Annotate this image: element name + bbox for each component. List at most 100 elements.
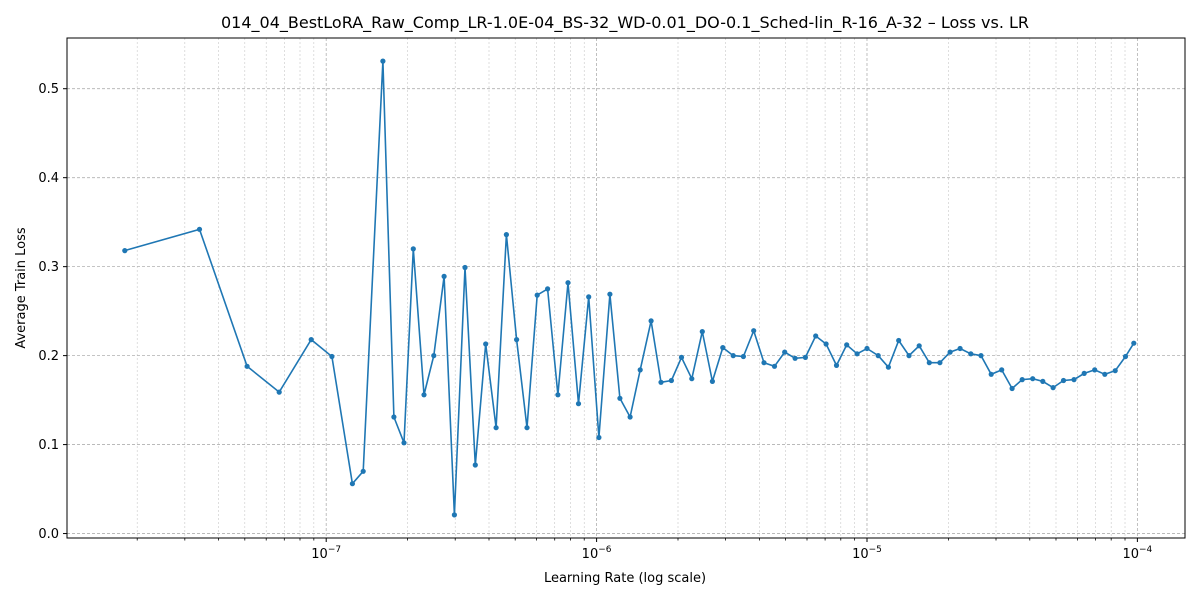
x-axis-label: Learning Rate (log scale) xyxy=(544,571,706,586)
data-point xyxy=(1060,377,1067,384)
data-point xyxy=(391,414,397,420)
y-tick-label: 0.2 xyxy=(38,349,59,364)
data-point xyxy=(916,343,922,349)
data-point xyxy=(854,351,860,357)
data-point xyxy=(276,389,282,395)
x-tick-label-exponent: −4 xyxy=(1139,545,1153,555)
data-point xyxy=(617,395,623,401)
data-point xyxy=(555,392,561,398)
data-point xyxy=(668,377,675,384)
data-point xyxy=(360,468,366,474)
x-tick-label: 10−4 xyxy=(1122,545,1152,562)
data-point xyxy=(947,349,953,355)
data-point xyxy=(699,329,705,335)
data-point xyxy=(1050,385,1056,391)
data-point xyxy=(401,440,407,446)
data-point xyxy=(575,401,582,407)
y-axis-ticks: 0.0 0.1 0.2 0.3 0.4 0.5 xyxy=(38,82,67,542)
data-point xyxy=(833,362,840,368)
data-point xyxy=(451,512,457,518)
data-point xyxy=(926,360,932,366)
data-point xyxy=(813,333,819,339)
data-point xyxy=(1102,371,1108,377)
data-point xyxy=(844,342,850,348)
data-point xyxy=(596,434,602,441)
data-point xyxy=(885,364,892,370)
data-point xyxy=(410,246,416,252)
x-tick-label-base: 10 xyxy=(852,547,869,562)
y-tick-label: 0.3 xyxy=(38,260,59,275)
data-point xyxy=(1112,368,1118,374)
data-point xyxy=(937,360,943,366)
data-point xyxy=(802,354,809,360)
x-tick-label: 10−6 xyxy=(582,545,612,562)
data-point xyxy=(586,294,592,300)
data-point xyxy=(1092,367,1098,373)
data-point xyxy=(875,353,881,359)
data-point xyxy=(329,353,335,360)
data-point xyxy=(380,58,386,64)
data-point xyxy=(524,425,530,431)
data-point xyxy=(1040,378,1046,384)
data-point xyxy=(534,292,540,298)
y-tick-label: 0.1 xyxy=(38,438,59,453)
data-point xyxy=(678,354,685,360)
x-tick-label: 10−5 xyxy=(852,545,882,562)
chart-title: 014_04_BestLoRA_Raw_Comp_LR-1.0E-04_BS-3… xyxy=(221,13,1029,33)
data-point xyxy=(627,414,633,420)
x-tick-label-exponent: −5 xyxy=(869,545,882,555)
data-point xyxy=(514,337,520,343)
data-point xyxy=(771,363,778,369)
data-point xyxy=(421,392,427,398)
data-point xyxy=(648,318,654,324)
data-point xyxy=(658,379,664,385)
y-tick-label: 0.5 xyxy=(38,82,59,97)
data-point xyxy=(493,425,499,431)
data-point xyxy=(761,360,767,366)
data-point xyxy=(244,363,250,369)
data-point xyxy=(1030,376,1036,382)
plot-frame xyxy=(66,37,1186,539)
y-tick-label: 0.4 xyxy=(38,171,59,186)
data-point xyxy=(1081,370,1087,376)
data-point xyxy=(441,273,447,279)
x-tick-label-exponent: −7 xyxy=(328,545,341,555)
data-point xyxy=(864,345,870,352)
data-point xyxy=(431,353,437,359)
data-point xyxy=(349,481,355,487)
data-point xyxy=(720,345,726,351)
data-point xyxy=(823,341,829,347)
plot-series xyxy=(122,58,1137,518)
data-point xyxy=(1071,377,1077,383)
data-point xyxy=(1019,377,1025,383)
data-point xyxy=(565,280,571,286)
data-point xyxy=(999,367,1005,373)
x-tick-label-base: 10 xyxy=(311,547,328,562)
data-point xyxy=(637,367,643,373)
y-tick-label: 0.0 xyxy=(38,527,59,542)
x-tick-label-base: 10 xyxy=(582,547,599,562)
data-point xyxy=(1009,385,1015,392)
data-point xyxy=(896,337,902,344)
data-point xyxy=(957,345,963,352)
data-point xyxy=(782,349,788,355)
data-point xyxy=(545,286,551,292)
series-line xyxy=(124,61,1135,515)
data-point xyxy=(503,232,509,238)
data-point xyxy=(751,328,757,334)
data-point xyxy=(709,378,716,384)
data-point xyxy=(122,248,128,254)
data-point xyxy=(607,291,613,297)
data-point xyxy=(968,351,974,357)
y-axis-label: Average Train Loss xyxy=(14,227,29,349)
data-point xyxy=(978,353,984,359)
data-point xyxy=(1122,353,1129,360)
data-point xyxy=(906,353,912,359)
data-point xyxy=(462,264,468,271)
data-point xyxy=(740,353,747,360)
grid xyxy=(67,38,1185,538)
data-point xyxy=(792,355,798,361)
data-point xyxy=(196,226,203,232)
data-point xyxy=(988,371,994,377)
